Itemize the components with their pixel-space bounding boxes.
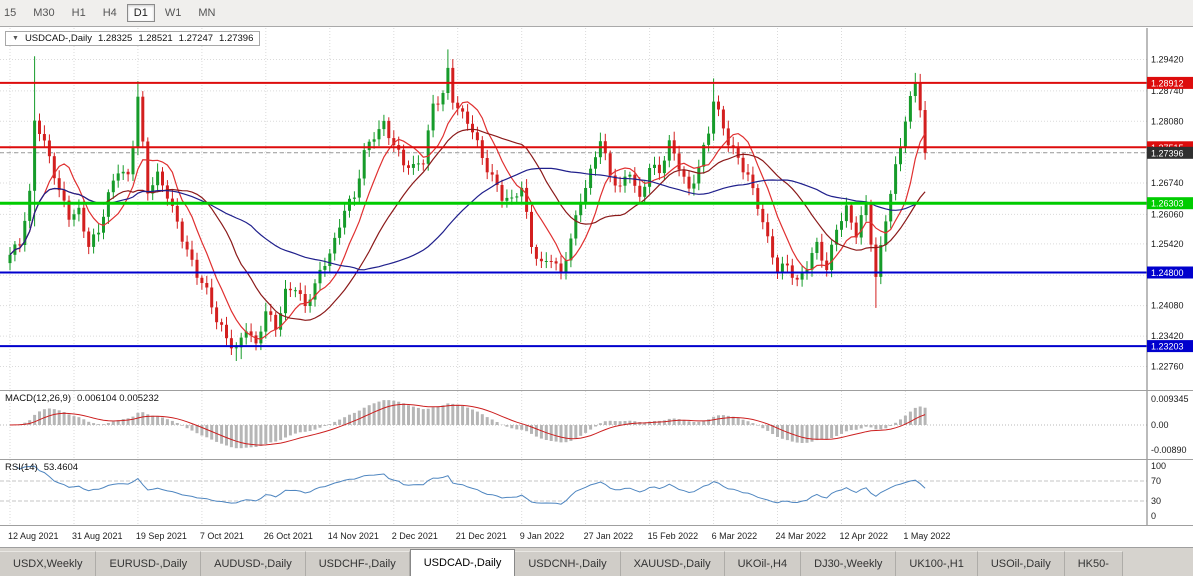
date-axis-label: 15 Feb 2022: [647, 531, 699, 541]
svg-text:1.26060: 1.26060: [1151, 209, 1184, 219]
rsi-indicator-panel[interactable]: 100 70 30 0 RSI(14) 53.4604: [0, 459, 1193, 525]
svg-text:0.009345: 0.009345: [1151, 394, 1189, 404]
svg-text:30: 30: [1151, 496, 1161, 506]
macd-indicator-panel[interactable]: 0.009345 0.00 -0.00890 MACD(12,26,9) 0.006…: [0, 390, 1193, 459]
macd-canvas[interactable]: 0.009345 0.00 -0.00890: [0, 391, 1193, 459]
collapse-arrow-icon[interactable]: ▼: [12, 35, 19, 42]
date-axis-label: 24 Mar 2022: [775, 531, 827, 541]
date-axis-label: 9 Jan 2022: [519, 531, 565, 541]
svg-text:-0.00890: -0.00890: [1151, 445, 1187, 455]
date-axis-label: 19 Sep 2021: [135, 531, 187, 541]
svg-text:1.26740: 1.26740: [1151, 178, 1184, 188]
svg-text:70: 70: [1151, 476, 1161, 486]
timeframe-m15[interactable]: 15: [0, 4, 23, 22]
macd-header: MACD(12,26,9) 0.006104 0.005232: [5, 393, 159, 404]
rsi-line: [14, 465, 926, 505]
price-chart-canvas[interactable]: 1.294201.287401.280801.274001.267401.260…: [0, 28, 1193, 390]
svg-text:1.23420: 1.23420: [1151, 331, 1184, 341]
date-axis[interactable]: 12 Aug 2021 31 Aug 2021 19 Sep 2021 7 Oct 2…: [0, 525, 1193, 547]
tab-usdx-weekly[interactable]: USDX,Weekly: [0, 551, 97, 576]
tab-eurusd-daily[interactable]: EURUSD-,Daily: [96, 551, 202, 576]
tab-usdcad-daily[interactable]: USDCAD-,Daily: [409, 549, 516, 576]
macd-histogram-layer: [13, 400, 927, 449]
date-axis-label: 1 May 2022: [903, 531, 951, 541]
macd-label: MACD(12,26,9): [5, 393, 71, 404]
tab-hk50[interactable]: HK50-: [1064, 551, 1123, 576]
rsi-value: 53.4604: [43, 462, 79, 473]
tab-dj30-weekly[interactable]: DJ30-,Weekly: [801, 551, 897, 576]
tab-usoil-daily[interactable]: USOil-,Daily: [977, 551, 1065, 576]
date-axis-label: 14 Nov 2021: [327, 531, 379, 541]
ohlc-high-value: 1.28521: [138, 33, 173, 44]
grid-layer: [9, 460, 906, 525]
horizontal-levels-layer[interactable]: [0, 81, 1147, 348]
date-axis-label: 12 Apr 2022: [839, 531, 889, 541]
tab-usdchf-daily[interactable]: USDCHF-,Daily: [305, 551, 410, 576]
svg-text:1.27396: 1.27396: [1151, 148, 1184, 158]
price-chart-panel[interactable]: 1.294201.287401.280801.274001.267401.260…: [0, 28, 1193, 390]
macd-values: 0.006104 0.005232: [77, 393, 159, 404]
timeframe-d1[interactable]: D1: [126, 4, 155, 22]
tab-usdcnh-daily[interactable]: USDCNH-,Daily: [515, 551, 621, 576]
tab-xauusd-daily[interactable]: XAUUSD-,Daily: [620, 551, 725, 576]
grid-layer: [0, 28, 1147, 390]
symbol-period-label: USDCAD-,Daily: [24, 33, 92, 44]
timeframe-m30[interactable]: M30: [26, 4, 61, 22]
svg-text:1.26303: 1.26303: [1151, 199, 1184, 209]
svg-text:0.00: 0.00: [1151, 420, 1169, 430]
date-axis-label: 27 Jan 2022: [583, 531, 634, 541]
ohlc-open-value: 1.28325: [97, 33, 133, 44]
date-axis-label: 31 Aug 2021: [72, 531, 123, 541]
date-axis-label: 6 Mar 2022: [711, 531, 758, 541]
macd-signal-line: [9, 403, 926, 446]
rsi-levels-layer: [0, 480, 1147, 502]
svg-text:0: 0: [1151, 511, 1156, 521]
ohlc-close-value: 1.27396: [219, 33, 254, 44]
chart-window-tabbar: USDX,Weekly EURUSD-,Daily AUDUSD-,Daily …: [0, 547, 1193, 576]
timeframe-w1[interactable]: W1: [158, 4, 189, 22]
svg-text:1.23203: 1.23203: [1151, 342, 1184, 352]
svg-text:1.24800: 1.24800: [1151, 268, 1184, 278]
tab-ukoil-h4[interactable]: UKOil-,H4: [724, 551, 802, 576]
chart-title-box[interactable]: ▼ USDCAD-,Daily 1.28325 1.28521 1.27247 …: [5, 31, 261, 46]
svg-text:1.24080: 1.24080: [1151, 301, 1184, 311]
date-axis-label: 2 Dec 2021: [391, 531, 438, 541]
date-axis-label: 7 Oct 2021: [199, 531, 244, 541]
timeframe-h1[interactable]: H1: [65, 4, 93, 22]
date-axis-label: 12 Aug 2021: [8, 531, 59, 541]
rsi-canvas[interactable]: 100 70 30 0: [0, 460, 1193, 525]
moving-averages-layer: [9, 101, 926, 340]
svg-text:1.29420: 1.29420: [1151, 55, 1184, 65]
rsi-header: RSI(14) 53.4604: [5, 462, 78, 473]
svg-text:100: 100: [1151, 461, 1166, 471]
tab-audusd-daily[interactable]: AUDUSD-,Daily: [201, 551, 306, 576]
timeframe-h4[interactable]: H4: [96, 4, 124, 22]
ohlc-low-value: 1.27247: [178, 33, 214, 44]
svg-text:1.28740: 1.28740: [1151, 86, 1184, 96]
tab-uk100-h1[interactable]: UK100-,H1: [896, 551, 978, 576]
timeframe-toolbar: 15 M30 H1 H4 D1 W1 MN: [0, 0, 1193, 27]
date-axis-label: 21 Dec 2021: [455, 531, 507, 541]
timeframe-mn[interactable]: MN: [191, 4, 222, 22]
rsi-axis-layer: 100 70 30 0: [1146, 460, 1166, 525]
svg-text:1.25420: 1.25420: [1151, 239, 1184, 249]
svg-text:1.22760: 1.22760: [1151, 362, 1184, 372]
svg-text:1.28080: 1.28080: [1151, 116, 1184, 126]
date-axis-label: 26 Oct 2021: [263, 531, 313, 541]
macd-axis-layer: 0.009345 0.00 -0.00890: [1146, 391, 1189, 459]
price-axis-layer: 1.294201.287401.280801.274001.267401.260…: [1146, 28, 1193, 390]
svg-text:1.28912: 1.28912: [1151, 78, 1184, 88]
rsi-label: RSI(14): [5, 462, 38, 473]
